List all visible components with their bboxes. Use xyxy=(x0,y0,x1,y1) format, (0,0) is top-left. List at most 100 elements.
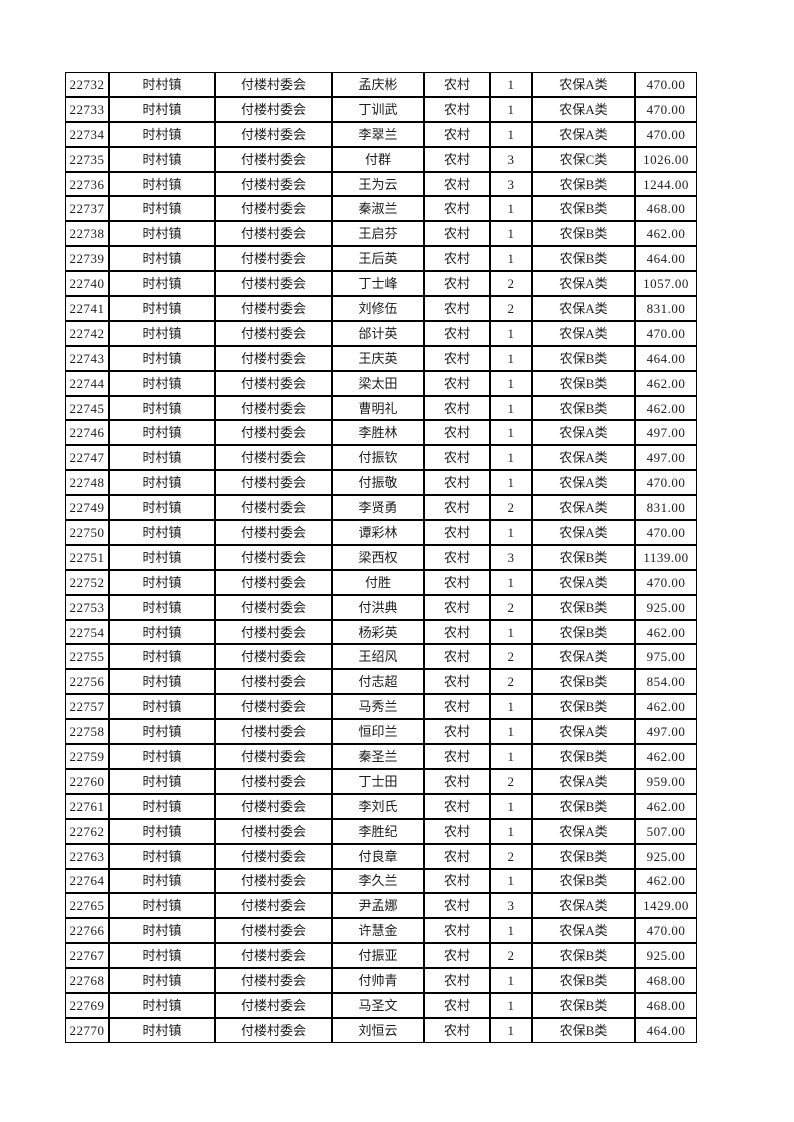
cell-person-name: 王后英 xyxy=(332,246,424,272)
cell-record-id: 22747 xyxy=(65,445,109,471)
cell-town-name: 时村镇 xyxy=(109,943,215,969)
table-row: 22747 时村镇 付楼村委会 付振钦 农村 1 农保A类 497.00 xyxy=(65,445,697,471)
cell-record-id: 22746 xyxy=(65,420,109,446)
cell-amount: 462.00 xyxy=(635,221,697,247)
cell-person-name: 付振敬 xyxy=(332,470,424,496)
cell-town-name: 时村镇 xyxy=(109,246,215,272)
cell-residence-type: 农村 xyxy=(424,72,490,97)
cell-insurance-category: 农保B类 xyxy=(532,395,635,421)
cell-amount: 470.00 xyxy=(635,569,697,595)
cell-village-committee: 付楼村委会 xyxy=(215,992,332,1018)
cell-residence-type: 农村 xyxy=(424,470,490,496)
cell-record-id: 22769 xyxy=(65,992,109,1018)
cell-insurance-category: 农保A类 xyxy=(532,271,635,297)
cell-insurance-category: 农保A类 xyxy=(532,445,635,471)
cell-amount: 464.00 xyxy=(635,246,697,272)
cell-record-id: 22762 xyxy=(65,818,109,844)
cell-person-count: 3 xyxy=(490,544,532,570)
table-row: 22762 时村镇 付楼村委会 李胜纪 农村 1 农保A类 507.00 xyxy=(65,818,697,844)
cell-person-count: 1 xyxy=(490,1017,532,1043)
cell-insurance-category: 农保A类 xyxy=(532,719,635,745)
cell-person-name: 李翠兰 xyxy=(332,121,424,147)
cell-amount: 470.00 xyxy=(635,520,697,545)
cell-insurance-category: 农保B类 xyxy=(532,1017,635,1043)
cell-person-name: 曹明礼 xyxy=(332,395,424,421)
cell-insurance-category: 农保A类 xyxy=(532,768,635,794)
cell-residence-type: 农村 xyxy=(424,719,490,745)
cell-village-committee: 付楼村委会 xyxy=(215,171,332,197)
cell-insurance-category: 农保B类 xyxy=(532,544,635,570)
cell-residence-type: 农村 xyxy=(424,96,490,122)
cell-person-count: 1 xyxy=(490,818,532,844)
cell-record-id: 22756 xyxy=(65,669,109,695)
cell-village-committee: 付楼村委会 xyxy=(215,320,332,346)
cell-person-name: 李刘氏 xyxy=(332,793,424,819)
cell-insurance-category: 农保A类 xyxy=(532,893,635,919)
cell-person-count: 2 xyxy=(490,271,532,297)
cell-residence-type: 农村 xyxy=(424,121,490,147)
cell-record-id: 22741 xyxy=(65,296,109,321)
cell-person-count: 1 xyxy=(490,370,532,396)
cell-village-committee: 付楼村委会 xyxy=(215,271,332,297)
cell-person-name: 秦圣兰 xyxy=(332,744,424,769)
cell-record-id: 22770 xyxy=(65,1017,109,1043)
cell-amount: 1244.00 xyxy=(635,171,697,197)
table-row: 22768 时村镇 付楼村委会 付帅青 农村 1 农保B类 468.00 xyxy=(65,968,697,993)
cell-insurance-category: 农保A类 xyxy=(532,520,635,545)
cell-residence-type: 农村 xyxy=(424,694,490,720)
cell-residence-type: 农村 xyxy=(424,246,490,272)
cell-person-name: 王绍风 xyxy=(332,644,424,670)
cell-insurance-category: 农保B类 xyxy=(532,171,635,197)
cell-village-committee: 付楼村委会 xyxy=(215,520,332,545)
table-row: 22769 时村镇 付楼村委会 马圣文 农村 1 农保B类 468.00 xyxy=(65,992,697,1018)
cell-person-name: 丁训武 xyxy=(332,96,424,122)
table-row: 22740 时村镇 付楼村委会 丁士峰 农村 2 农保A类 1057.00 xyxy=(65,271,697,297)
cell-record-id: 22764 xyxy=(65,868,109,894)
table-row: 22763 时村镇 付楼村委会 付良章 农村 2 农保B类 925.00 xyxy=(65,843,697,869)
cell-insurance-category: 农保B类 xyxy=(532,246,635,272)
table-row: 22754 时村镇 付楼村委会 杨彩英 农村 1 农保B类 462.00 xyxy=(65,619,697,645)
cell-person-name: 丁士峰 xyxy=(332,271,424,297)
cell-person-name: 邰计英 xyxy=(332,320,424,346)
cell-town-name: 时村镇 xyxy=(109,793,215,819)
cell-amount: 497.00 xyxy=(635,445,697,471)
cell-insurance-category: 农保B类 xyxy=(532,196,635,222)
table-row: 22770 时村镇 付楼村委会 刘恒云 农村 1 农保B类 464.00 xyxy=(65,1017,697,1043)
cell-residence-type: 农村 xyxy=(424,544,490,570)
cell-town-name: 时村镇 xyxy=(109,395,215,421)
cell-person-name: 许慧金 xyxy=(332,918,424,944)
cell-amount: 462.00 xyxy=(635,395,697,421)
cell-insurance-category: 农保B类 xyxy=(532,594,635,620)
cell-amount: 468.00 xyxy=(635,968,697,993)
cell-person-count: 1 xyxy=(490,72,532,97)
cell-town-name: 时村镇 xyxy=(109,221,215,247)
cell-amount: 975.00 xyxy=(635,644,697,670)
cell-record-id: 22734 xyxy=(65,121,109,147)
cell-residence-type: 农村 xyxy=(424,495,490,521)
cell-amount: 925.00 xyxy=(635,943,697,969)
cell-residence-type: 农村 xyxy=(424,644,490,670)
cell-person-name: 尹孟娜 xyxy=(332,893,424,919)
cell-village-committee: 付楼村委会 xyxy=(215,221,332,247)
cell-residence-type: 农村 xyxy=(424,793,490,819)
cell-insurance-category: 农保A类 xyxy=(532,918,635,944)
cell-insurance-category: 农保B类 xyxy=(532,943,635,969)
table-row: 22765 时村镇 付楼村委会 尹孟娜 农村 3 农保A类 1429.00 xyxy=(65,893,697,919)
cell-person-count: 2 xyxy=(490,644,532,670)
cell-town-name: 时村镇 xyxy=(109,818,215,844)
cell-person-count: 1 xyxy=(490,196,532,222)
cell-village-committee: 付楼村委会 xyxy=(215,121,332,147)
table-row: 22742 时村镇 付楼村委会 邰计英 农村 1 农保A类 470.00 xyxy=(65,320,697,346)
cell-amount: 925.00 xyxy=(635,843,697,869)
cell-person-count: 3 xyxy=(490,171,532,197)
cell-record-id: 22739 xyxy=(65,246,109,272)
cell-residence-type: 农村 xyxy=(424,918,490,944)
table-row: 22732 时村镇 付楼村委会 孟庆彬 农村 1 农保A类 470.00 xyxy=(65,72,697,97)
table-row: 22741 时村镇 付楼村委会 刘修伍 农村 2 农保A类 831.00 xyxy=(65,296,697,321)
cell-record-id: 22733 xyxy=(65,96,109,122)
cell-person-count: 1 xyxy=(490,420,532,446)
cell-amount: 468.00 xyxy=(635,196,697,222)
cell-town-name: 时村镇 xyxy=(109,768,215,794)
cell-town-name: 时村镇 xyxy=(109,719,215,745)
cell-record-id: 22737 xyxy=(65,196,109,222)
